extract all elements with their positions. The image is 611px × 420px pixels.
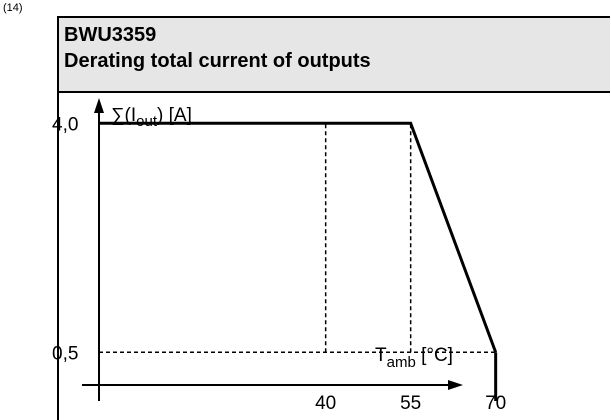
y-tick-label-0,5: 0,5 (52, 343, 78, 364)
y-axis-label: ∑(Iout) [A] (111, 105, 192, 130)
tick-labels: 40 55 70 4,0 0,5 (52, 114, 506, 414)
series-group (99, 121, 498, 401)
derating-curve (99, 121, 498, 353)
x-tick-label-55: 55 (400, 393, 421, 414)
x-tick-label-70: 70 (485, 393, 506, 414)
guide-lines (99, 123, 496, 354)
model-title: BWU3359 (64, 24, 157, 46)
x-axis-label: Tamb [°C] (375, 345, 453, 371)
y-axis-arrow (94, 98, 104, 113)
panel-header: BWU3359 Derating total current of output… (59, 18, 610, 93)
x-axis-arrow (448, 380, 463, 390)
chart-subtitle: Derating total current of outputs (64, 50, 371, 72)
derating-panel: BWU3359 Derating total current of output… (57, 16, 610, 420)
y-tick-label-4,0: 4,0 (52, 114, 78, 135)
x-tick-label-40: 40 (315, 393, 336, 414)
figure-number: (14) (3, 2, 23, 14)
